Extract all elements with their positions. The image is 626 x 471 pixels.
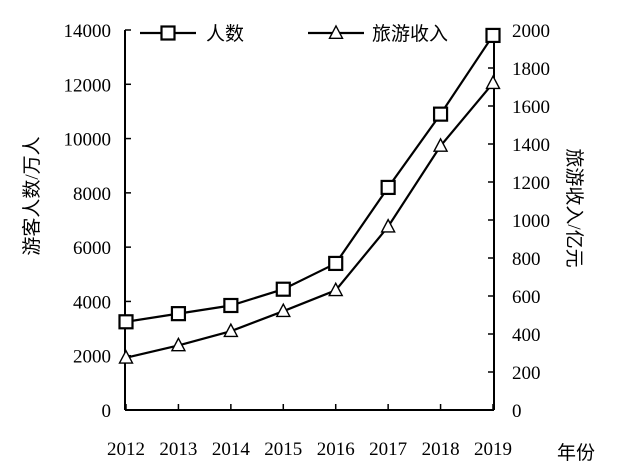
right-axis-ticks: 0 200 400 600 800 1000 1200 1400 1600 1800 2000	[488, 21, 550, 422]
data-point-square	[380, 179, 396, 196]
x-tick-label: 2014	[212, 439, 251, 460]
x-tick-label: 2018	[422, 439, 460, 460]
axes	[124, 30, 495, 411]
data-point-triangle	[380, 218, 396, 233]
x-tick-label: 2016	[317, 439, 355, 460]
right-tick-label: 1000	[512, 211, 550, 232]
x-axis-ticks: 2012 2013 2014 2015 2016 2017 2018 2019	[107, 404, 512, 460]
left-tick-label: 2000	[73, 347, 111, 368]
right-tick-label: 600	[512, 287, 541, 308]
data-point-triangle	[328, 281, 344, 297]
data-point-square	[275, 281, 291, 297]
data-point-square	[223, 297, 239, 314]
left-tick-label: 10000	[64, 130, 112, 151]
legend-item-2: 旅游收入	[308, 23, 448, 45]
left-axis-ticks: 0 2000 4000 6000 8000 10000 12000 14000	[64, 21, 131, 422]
data-point-triangle	[118, 349, 134, 364]
x-axis-title: 年份	[557, 442, 595, 464]
legend-item-1: 人数	[140, 23, 244, 45]
left-tick-label: 0	[102, 401, 112, 422]
data-point-triangle	[485, 74, 501, 90]
data-point-triangle	[170, 336, 187, 352]
left-tick-label: 8000	[73, 184, 111, 205]
legend-triangle-marker	[328, 24, 344, 39]
series-layer	[118, 27, 501, 364]
legend-label: 人数	[206, 23, 244, 45]
left-axis-title: 游客人数/万人	[21, 136, 43, 255]
series-1	[118, 27, 501, 330]
right-tick-label: 400	[512, 325, 541, 346]
data-point-square	[485, 27, 501, 44]
legend: 人数 旅游收入	[140, 23, 448, 45]
x-tick-label: 2013	[159, 439, 197, 460]
x-tick-label: 2015	[264, 439, 302, 460]
left-tick-label: 6000	[73, 238, 111, 259]
data-point-square	[432, 106, 449, 122]
legend-label: 旅游收入	[372, 23, 448, 45]
data-point-triangle	[432, 137, 449, 152]
left-tick-label: 14000	[64, 21, 112, 42]
right-tick-label: 1200	[512, 173, 550, 194]
right-tick-label: 1600	[512, 97, 550, 118]
right-tick-label: 1800	[512, 59, 550, 80]
data-point-triangle	[223, 322, 239, 338]
series-line	[125, 34, 494, 323]
right-tick-label: 200	[512, 363, 541, 384]
series-line	[125, 82, 494, 359]
right-tick-label: 0	[512, 401, 522, 422]
x-tick-label: 2012	[107, 439, 145, 460]
right-tick-label: 2000	[512, 21, 550, 42]
legend-square-marker	[160, 25, 176, 41]
right-tick-label: 1400	[512, 135, 550, 156]
left-tick-label: 4000	[73, 292, 111, 313]
x-tick-label: 2017	[369, 439, 407, 460]
data-point-triangle	[275, 302, 291, 318]
left-tick-label: 12000	[64, 75, 112, 96]
data-point-square	[170, 306, 187, 322]
series-2	[118, 74, 501, 364]
data-point-square	[328, 255, 344, 272]
right-axis-title: 旅游收入/亿元	[563, 148, 585, 267]
right-tick-label: 800	[512, 249, 541, 270]
x-tick-label: 2019	[474, 439, 512, 460]
data-point-square	[118, 314, 134, 330]
